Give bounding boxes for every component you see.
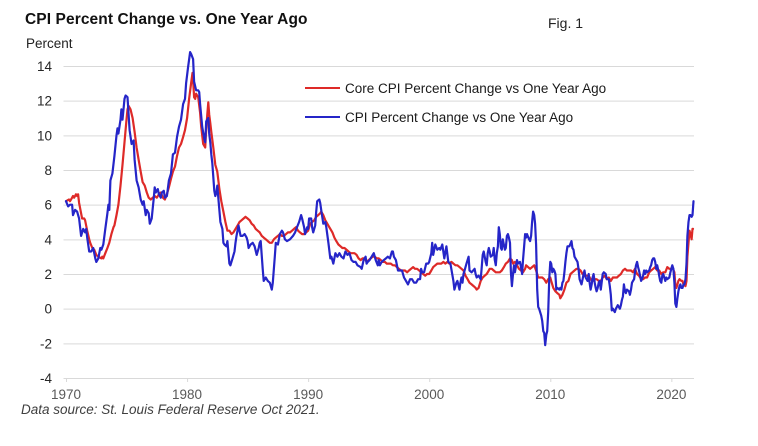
data-source-note: Data source: St. Louis Federal Reserve O… — [21, 402, 320, 417]
cpi-line-swatch-icon — [305, 115, 340, 119]
y-tick-label-14: 14 — [37, 59, 53, 74]
y-tick-label-2: 2 — [44, 267, 52, 282]
chart-title: CPI Percent Change vs. One Year Ago — [25, 11, 308, 28]
y-tick-label-12: 12 — [37, 94, 52, 109]
y-tick-label--2: -2 — [40, 336, 52, 351]
y-tick-label--4: -4 — [40, 371, 52, 386]
legend-label-cpi: CPI Percent Change vs One Year Ago — [345, 109, 574, 125]
y-tick-label-4: 4 — [44, 232, 52, 247]
y-axis-unit-label: Percent — [26, 36, 73, 51]
core-cpi-line-swatch-icon — [305, 86, 340, 90]
x-tick-label-2010: 2010 — [535, 387, 565, 402]
x-tick-label-1980: 1980 — [172, 387, 202, 402]
y-tick-label-10: 10 — [37, 128, 52, 143]
y-tick-label-0: 0 — [44, 302, 52, 317]
series-line-cpi — [64, 50, 695, 347]
legend-item-core-cpi: Core CPI Percent Change vs One Year Ago — [305, 80, 606, 96]
figure-number-label: Fig. 1 — [548, 15, 584, 31]
x-tick-label-1990: 1990 — [293, 387, 323, 402]
x-tick-label-1970: 1970 — [51, 387, 81, 402]
chart-legend: Core CPI Percent Change vs One Year Ago … — [305, 80, 606, 138]
y-tick-label-6: 6 — [44, 198, 52, 213]
x-tick-label-2000: 2000 — [414, 387, 444, 402]
y-tick-label-8: 8 — [44, 163, 52, 178]
legend-item-cpi: CPI Percent Change vs One Year Ago — [305, 109, 606, 125]
x-tick-label-2020: 2020 — [656, 387, 686, 402]
legend-label-core-cpi: Core CPI Percent Change vs One Year Ago — [345, 80, 607, 96]
